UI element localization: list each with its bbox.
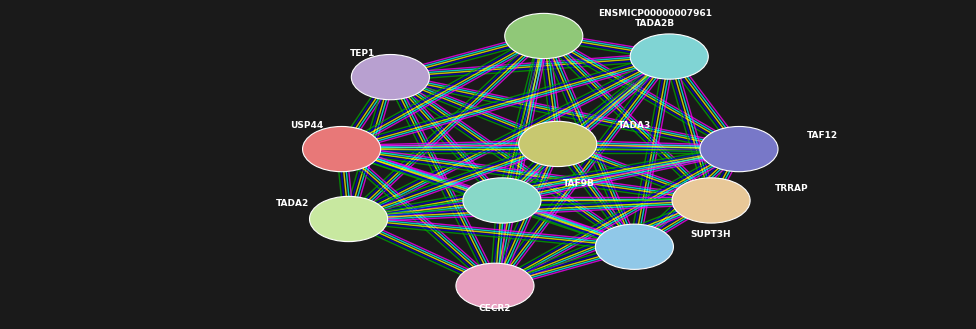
- Text: TAF9B: TAF9B: [563, 179, 594, 188]
- Text: ENSMICP00000007961
TADA2B: ENSMICP00000007961 TADA2B: [598, 9, 712, 28]
- Text: TRRAP: TRRAP: [775, 184, 809, 193]
- Ellipse shape: [518, 121, 596, 166]
- Text: TEP1: TEP1: [349, 49, 375, 58]
- Ellipse shape: [303, 126, 381, 172]
- Text: TAF12: TAF12: [807, 131, 838, 140]
- Text: CECR2: CECR2: [478, 304, 511, 313]
- Ellipse shape: [630, 34, 709, 79]
- Ellipse shape: [595, 224, 673, 269]
- Ellipse shape: [351, 55, 429, 100]
- Ellipse shape: [672, 178, 751, 223]
- Text: TADA2: TADA2: [276, 199, 309, 208]
- Text: SUPT3H: SUPT3H: [691, 230, 731, 239]
- Ellipse shape: [505, 13, 583, 59]
- Text: TADA3: TADA3: [618, 121, 651, 130]
- Ellipse shape: [700, 126, 778, 172]
- Ellipse shape: [456, 263, 534, 308]
- Text: USP44: USP44: [290, 121, 323, 130]
- Ellipse shape: [463, 178, 541, 223]
- Ellipse shape: [309, 196, 387, 241]
